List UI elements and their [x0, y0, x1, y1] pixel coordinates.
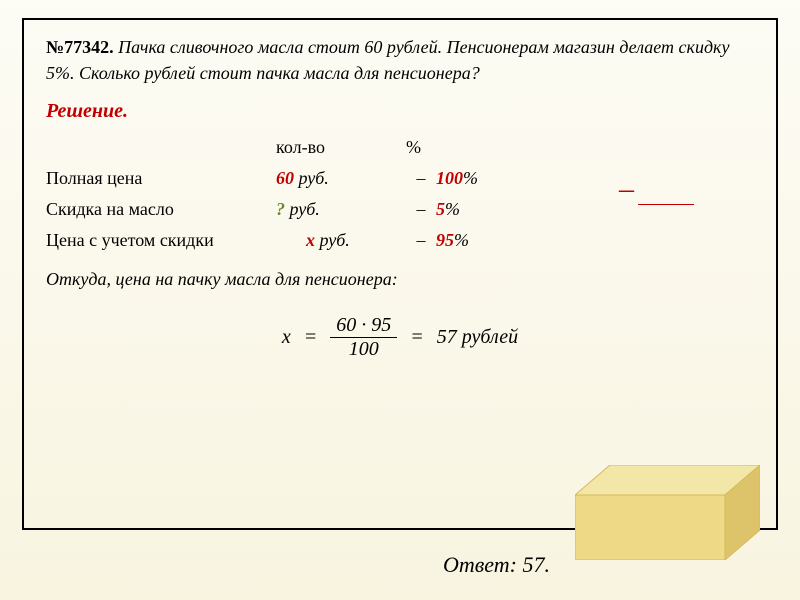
row-pct-cell: 100%	[436, 168, 516, 189]
formula: x = 60 · 95 100 = 57 рублей	[46, 314, 754, 361]
answer: Ответ: 57.	[443, 552, 550, 578]
row-value: ?	[276, 199, 285, 219]
table-row: Скидка на масло ? руб. – 5%	[46, 199, 754, 220]
table-row: Цена с учетом скидки х руб. – 95%	[46, 230, 754, 251]
row-unit: руб.	[320, 230, 350, 250]
row-unit: руб.	[290, 199, 320, 219]
row-value: 60	[276, 168, 294, 188]
row-unit: руб.	[299, 168, 329, 188]
row-dash: –	[406, 230, 436, 251]
row-dash: –	[406, 168, 436, 189]
header-quantity: кол-во	[276, 137, 406, 158]
header-spacer	[46, 137, 276, 158]
row-pct-cell: 95%	[436, 230, 516, 251]
row-value: х	[306, 230, 315, 250]
table-row: Полная цена 60 руб. – 100%	[46, 168, 754, 189]
formula-result: 57 рублей	[437, 326, 518, 348]
answer-value: 57.	[523, 552, 551, 577]
answer-label: Ответ:	[443, 552, 517, 577]
conclusion-text: Откуда, цена на пачку масла для пенсионе…	[46, 269, 754, 290]
table-headers: кол-во %	[46, 137, 754, 158]
numerator: 60 · 95	[330, 314, 397, 338]
fraction: 60 · 95 100	[330, 314, 397, 361]
equals-sign: =	[304, 326, 318, 348]
equals-sign: =	[410, 326, 424, 348]
row-label: Скидка на масло	[46, 199, 276, 220]
denominator: 100	[330, 338, 397, 361]
row-pct-cell: 5%	[436, 199, 516, 220]
problem-text: №77342. Пачка сливочного масла стоит 60 …	[46, 34, 754, 86]
butter-icon	[575, 465, 760, 560]
row-dash: –	[406, 199, 436, 220]
rows-container: – Полная цена 60 руб. – 100% Скидка на м…	[46, 168, 754, 251]
row-pct: 5	[436, 199, 445, 219]
row-value-cell: 60 руб.	[276, 168, 406, 189]
problem-statement: Пачка сливочного масла стоит 60 рублей. …	[46, 37, 729, 83]
solution-title: Решение.	[46, 100, 754, 123]
row-pct: 95	[436, 230, 454, 250]
row-label: Полная цена	[46, 168, 276, 189]
problem-number: №77342.	[46, 37, 114, 57]
pct-sign: %	[445, 199, 460, 219]
formula-lhs: x	[282, 326, 291, 348]
content-frame: №77342. Пачка сливочного масла стоит 60 …	[22, 18, 778, 530]
row-value-cell: ? руб.	[276, 199, 406, 220]
header-percent: %	[406, 137, 506, 158]
pct-sign: %	[463, 168, 478, 188]
pct-sign: %	[454, 230, 469, 250]
row-pct: 100	[436, 168, 463, 188]
row-value-cell: х руб.	[306, 230, 406, 251]
row-label: Цена с учетом скидки	[46, 230, 306, 251]
